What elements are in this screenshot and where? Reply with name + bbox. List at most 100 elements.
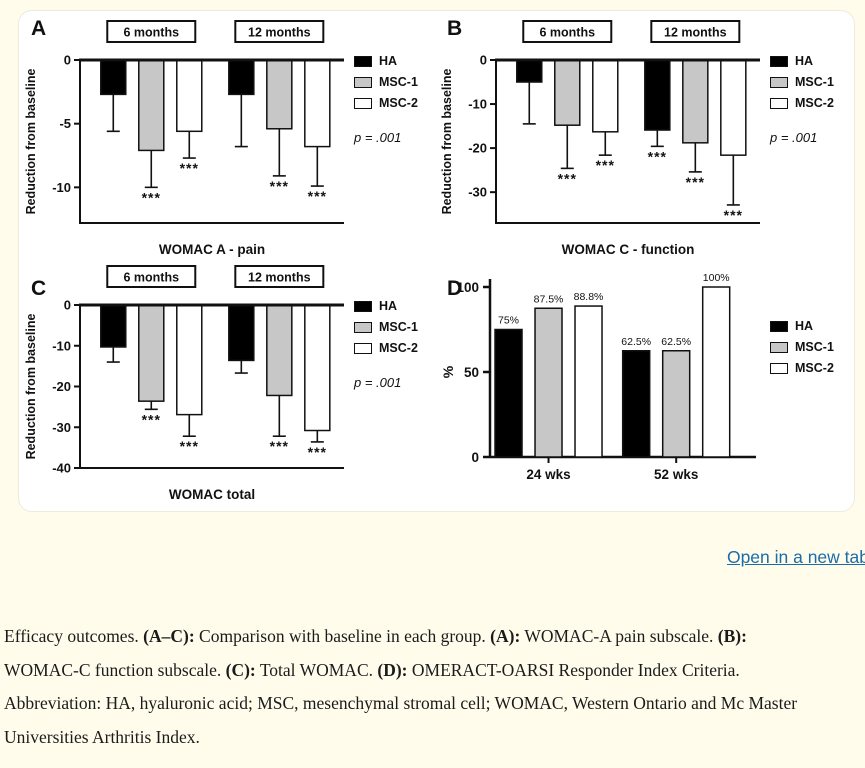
bar-MSC-2 [701,286,731,458]
x-category-label: 24 wks [526,467,570,482]
significance-marker: *** [558,170,577,186]
legend-swatch-MSC-2 [354,97,372,109]
legend-swatch-HA [770,320,788,332]
y-tick-label: -20 [52,379,71,394]
bar-MSC-1 [266,59,293,130]
legend-item-MSC-1: MSC-1 [770,340,854,354]
legend-swatch-MSC-1 [770,76,788,88]
legend-label: HA [379,54,398,68]
legend-item-MSC-1: MSC-1 [770,75,854,89]
bar-HA [516,59,543,83]
significance-marker: *** [180,438,199,454]
significance-marker: *** [308,444,327,460]
group-label: 6 months [123,271,179,285]
panel-a: A 0 -5 -10 Reduction from baseline 6 months 1… [22,16,438,261]
figure-caption: Efficacy outcomes. (A–C): Comparison wit… [4,620,810,754]
panel-b-letter: B [447,17,463,40]
open-in-new-tab-link[interactable]: Open in a new tab [726,547,865,567]
bar-HA [621,350,651,458]
bar-MSC-2 [304,304,331,432]
axes [490,59,760,224]
bar-MSC-2 [720,59,747,156]
panel-a-legend: HA MSC-1 MSC-2 p = .001 [352,16,438,145]
legend-item-MSC-2: MSC-2 [354,96,438,110]
significance-marker: *** [270,178,289,194]
legend-swatch-MSC-2 [770,97,788,109]
legend-label: HA [379,299,398,313]
significance-marker: *** [724,207,743,223]
figure-panel-grid: A 0 -5 -10 Reduction from baseline 6 months 1… [22,16,851,506]
legend-swatch-MSC-2 [770,362,788,374]
bar-HA [228,59,255,96]
bar-value-label: 62.5% [661,336,691,348]
y-tick-label: -30 [468,185,487,200]
link-row: Open in a new tab [0,547,865,568]
x-category-label: 52 wks [654,467,698,482]
legend-swatch-HA [354,300,372,312]
panel-c-legend: HA MSC-1 MSC-2 p = .001 [352,261,438,390]
group-label-box [650,20,741,43]
significance-marker: *** [308,188,327,204]
figure-image[interactable]: A 0 -5 -10 Reduction from baseline 6 months 1… [18,10,855,512]
bar-MSC-1 [682,59,709,144]
y-axis-label: % [440,365,456,378]
legend-item-MSC-1: MSC-1 [354,75,438,89]
panel-c-letter: C [31,277,47,300]
bar-MSC-2 [592,59,619,133]
group-label: 12 months [248,26,311,40]
caption-segment: Efficacy outcomes. [4,626,144,646]
caption-segment: (C): [225,659,256,680]
group-label-box [234,265,325,288]
y-tick-label: 0 [480,53,487,68]
legend-item-HA: HA [770,54,854,68]
y-tick-label: 0 [64,53,71,68]
group-label-box [106,265,197,288]
group-label: 6 months [539,26,595,40]
panel-d-legend: HA MSC-1 MSC-2 [768,261,854,375]
caption-segment: (A): [490,626,521,646]
legend-label: MSC-2 [795,361,834,375]
caption-segment: (A–C): [143,626,195,646]
panel-a-chart: 0 -5 -10 Reduction from baseline 6 months 12 … [24,20,344,257]
panel-d: D 0 50 100% 75% 62.5% 87.5% 62.5% 88.8% 100% 24 w… [438,261,854,506]
y-tick-label: -40 [52,461,71,476]
panel-d-chart: 0 50 100% 75% 62.5% 87.5% 62.5% 88.8% 100% 24 wks… [440,272,756,482]
legend-swatch-HA [770,55,788,67]
axes [74,59,344,224]
group-label: 12 months [664,26,727,40]
group-label-box [522,20,613,43]
bar-MSC-2 [304,59,331,148]
legend-swatch-MSC-1 [354,76,372,88]
legend-item-HA: HA [354,54,438,68]
bar-MSC-2 [176,59,203,133]
bar-value-label: 75% [498,315,519,327]
y-axis-label: Reduction from baseline [24,69,38,215]
legend-label: HA [795,319,814,333]
axes [74,304,344,469]
bar-value-label: 62.5% [621,336,651,348]
legend-label: MSC-2 [379,96,418,110]
significance-marker: *** [142,411,161,427]
panel-a-letter: A [31,17,47,40]
caption-segment: (D): [377,659,408,680]
significance-marker: *** [596,157,615,173]
caption-segment: Total WOMAC. [255,659,378,680]
panel-b-legend: HA MSC-1 MSC-2 p = .001 [768,16,854,145]
y-tick-label: -10 [468,97,487,112]
bar-MSC-1 [534,307,563,458]
panel-c-chart: 0 -10 -20 -30 -40 Reduction from baseline 6 mo… [24,265,344,502]
legend-item-MSC-2: MSC-2 [354,341,438,355]
panel-b: B 0 -10 -20 -30 Reduction from baseline 6 mon… [438,16,854,261]
bar-HA [100,304,127,348]
bar-MSC-1 [554,59,581,126]
y-tick-label: 0 [471,450,479,465]
y-tick-label: -10 [52,338,71,353]
legend-label: MSC-1 [795,75,834,89]
y-tick-label: 0 [64,298,71,313]
bar-HA [494,328,523,458]
legend-item-MSC-2: MSC-2 [770,96,854,110]
legend-label: HA [795,54,814,68]
caption-segment: Comparison with baseline in each group. [194,626,491,646]
bar-MSC-2 [176,304,203,416]
panel-title: WOMAC A - pain [159,242,265,257]
